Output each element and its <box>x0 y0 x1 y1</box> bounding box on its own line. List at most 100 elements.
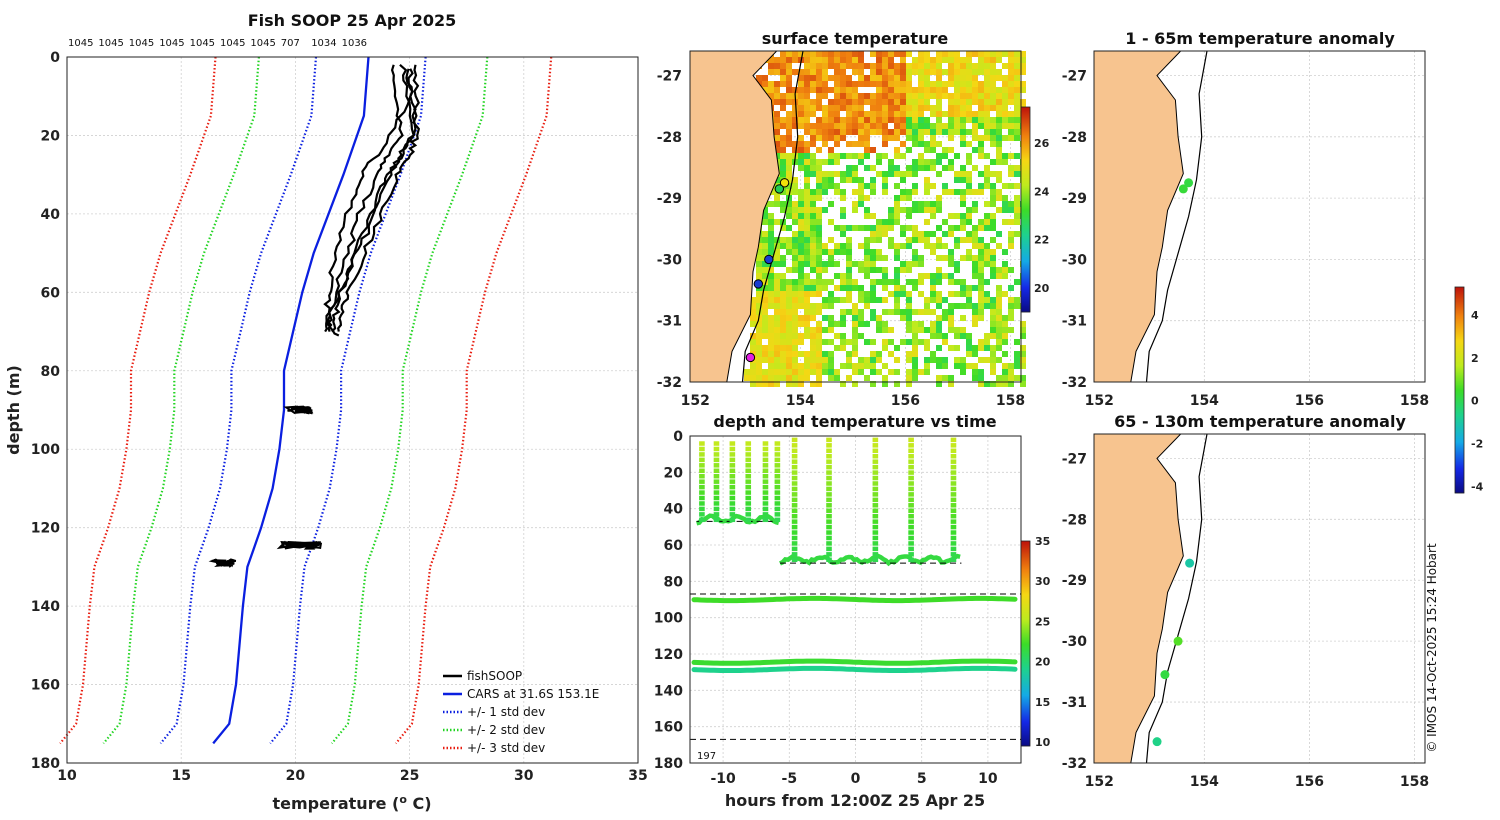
dt-cast-segment <box>762 446 769 452</box>
sst-cell <box>768 351 774 357</box>
sst-cell <box>810 207 816 213</box>
sst-cell <box>1008 81 1014 87</box>
sst-cell <box>900 57 906 63</box>
anomaly-colorbar-step <box>1455 292 1464 294</box>
sst-cell <box>936 303 942 309</box>
dt-colorbar-step <box>1021 617 1030 619</box>
sst-cell <box>816 159 822 165</box>
sst-cell <box>888 369 894 375</box>
sst-cell <box>762 81 768 87</box>
sst-cell <box>1008 51 1014 57</box>
dt-colorbar-step <box>1021 731 1030 733</box>
sst-cell <box>1002 99 1008 105</box>
sst-cell <box>906 195 912 201</box>
dt-colorbar-step <box>1021 607 1030 609</box>
sst-colorbar-step <box>1021 115 1030 117</box>
dt-cast-segment <box>908 453 914 459</box>
anomaly-colorbar-step <box>1455 342 1464 344</box>
anomaly-colorbar-step <box>1455 366 1464 368</box>
sst-cell <box>984 291 990 297</box>
sst-cell <box>834 297 840 303</box>
profile-panel: Fish SOOP 25 Apr 2025 1045 1045 1045 1045 10… <box>4 11 648 813</box>
dt-ytick-label: 120 <box>654 647 683 663</box>
anomaly-colorbar-step <box>1455 374 1464 376</box>
profile-xtick-label: 20 <box>286 768 306 784</box>
sst-cell <box>912 171 918 177</box>
sst-cell <box>936 345 942 351</box>
sst-cell <box>912 99 918 105</box>
sst-cell <box>966 159 972 165</box>
dt-colorbar-step <box>1021 740 1030 742</box>
sst-cell <box>990 315 996 321</box>
dt-colorbar-step <box>1021 648 1030 650</box>
dt-colorbar-step <box>1021 565 1030 567</box>
sst-colorbar-step <box>1021 227 1030 229</box>
sst-cell <box>1014 81 1020 87</box>
sst-colorbar-step <box>1021 259 1030 261</box>
sst-cell <box>906 81 912 87</box>
dt-colorbar-step <box>1021 653 1030 655</box>
sst-cell <box>948 129 954 135</box>
dt-colorbar-step <box>1021 668 1030 670</box>
sst-cell <box>906 297 912 303</box>
anomaly-colorbar-step <box>1455 443 1464 445</box>
sst-colorbar-step <box>1021 233 1030 235</box>
sst-colorbar-step <box>1021 225 1030 227</box>
sst-cell <box>978 375 984 381</box>
dt-cast-segment <box>826 453 832 459</box>
sst-cell <box>816 75 822 81</box>
anomaly-colorbar-step <box>1455 331 1464 333</box>
sst-cell <box>894 135 900 141</box>
sst-colorbar-step <box>1021 126 1030 128</box>
dt-cast-segment <box>908 481 914 486</box>
sst-cell <box>846 291 852 297</box>
sst-cell <box>978 57 984 63</box>
sst-cell <box>924 189 930 195</box>
sst-cell <box>816 375 822 381</box>
sst-colorbar-step <box>1021 154 1030 156</box>
sst-cell <box>780 357 786 363</box>
sst-cell <box>1008 183 1014 189</box>
sst-colorbar-step <box>1021 187 1030 189</box>
sst-cell <box>930 105 936 111</box>
sst-cell <box>762 309 768 315</box>
profile-top-count: 1045 <box>98 38 123 49</box>
sst-cell <box>1014 303 1020 309</box>
sst-cell <box>816 171 822 177</box>
sst-cell <box>882 219 888 225</box>
anomaly-colorbar-step <box>1455 409 1464 411</box>
sst-cell <box>924 129 930 135</box>
sst-cell <box>984 105 990 111</box>
sst-cell <box>882 99 888 105</box>
sst-cell <box>1002 93 1008 99</box>
sst-cell <box>810 363 816 369</box>
dt-colorbar-step <box>1021 673 1030 675</box>
dt-cast-segment <box>713 517 720 523</box>
profile-fishsoop-cluster <box>283 405 314 415</box>
anomaly-colorbar-step <box>1455 338 1464 340</box>
sst-cell <box>972 135 978 141</box>
sst-cell <box>882 285 888 291</box>
sst-cell <box>816 177 822 183</box>
dt-colorbar-step <box>1021 603 1030 605</box>
sst-colorbar-step <box>1021 119 1030 121</box>
map-land <box>1093 50 1184 383</box>
sst-cell <box>780 351 786 357</box>
sst-cell <box>840 189 846 195</box>
dt-cast-segment <box>950 508 957 513</box>
sst-cell <box>804 141 810 147</box>
sst-cell <box>894 75 900 81</box>
dt-cast-segment <box>774 441 781 446</box>
dt-colorbar-step <box>1021 666 1030 668</box>
sst-cell <box>978 303 984 309</box>
sst-cell <box>828 279 834 285</box>
sst-colorbar-step <box>1021 201 1030 203</box>
anomaly-colorbar-step <box>1455 394 1464 396</box>
sst-cell <box>942 333 948 339</box>
sst-colorbar-step <box>1021 206 1030 208</box>
sst-cell <box>990 75 996 81</box>
sst-cell <box>1020 363 1026 369</box>
sst-cell <box>822 105 828 111</box>
sst-cell <box>954 129 960 135</box>
sst-cell <box>780 363 786 369</box>
